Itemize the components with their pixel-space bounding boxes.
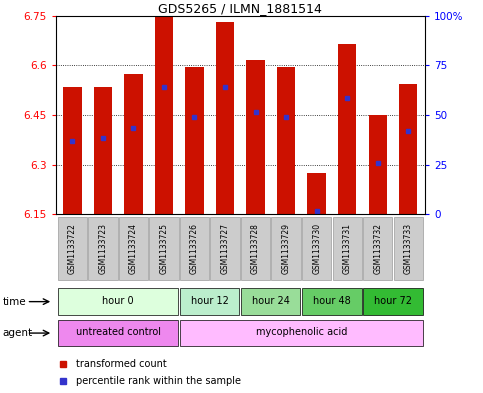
Bar: [308, 173, 326, 214]
Text: GSM1133725: GSM1133725: [159, 223, 169, 274]
Bar: [271, 217, 301, 280]
Text: GSM1133733: GSM1133733: [404, 223, 413, 274]
Bar: [332, 217, 362, 280]
Title: GDS5265 / ILMN_1881514: GDS5265 / ILMN_1881514: [158, 2, 322, 15]
Text: percentile rank within the sample: percentile rank within the sample: [76, 376, 241, 386]
Bar: [302, 288, 361, 315]
Text: mycophenolic acid: mycophenolic acid: [256, 327, 347, 338]
Bar: [363, 288, 423, 315]
Text: GSM1133727: GSM1133727: [221, 223, 229, 274]
Bar: [57, 217, 87, 280]
Bar: [399, 84, 417, 214]
Text: transformed count: transformed count: [76, 358, 167, 369]
Bar: [246, 61, 265, 214]
Bar: [241, 288, 300, 315]
Bar: [155, 16, 173, 214]
Text: GSM1133724: GSM1133724: [129, 223, 138, 274]
Bar: [94, 87, 112, 214]
Text: GSM1133731: GSM1133731: [342, 223, 352, 274]
Bar: [58, 320, 178, 346]
Bar: [63, 87, 82, 214]
Bar: [369, 115, 387, 214]
Bar: [58, 288, 178, 315]
Bar: [241, 217, 270, 280]
Bar: [180, 288, 240, 315]
Text: hour 72: hour 72: [374, 296, 412, 306]
Text: hour 24: hour 24: [252, 296, 290, 306]
Bar: [277, 67, 295, 214]
Text: hour 48: hour 48: [313, 296, 351, 306]
Text: GSM1133730: GSM1133730: [312, 223, 321, 274]
Text: GSM1133729: GSM1133729: [282, 223, 291, 274]
Bar: [149, 217, 179, 280]
Text: hour 12: hour 12: [191, 296, 228, 306]
Text: GSM1133726: GSM1133726: [190, 223, 199, 274]
Text: untreated control: untreated control: [76, 327, 161, 338]
Bar: [124, 73, 142, 214]
Bar: [119, 217, 148, 280]
Text: time: time: [2, 297, 26, 307]
Bar: [185, 67, 204, 214]
Text: GSM1133728: GSM1133728: [251, 223, 260, 274]
Bar: [211, 217, 240, 280]
Bar: [363, 217, 392, 280]
Bar: [216, 22, 234, 214]
Bar: [302, 217, 331, 280]
Text: hour 0: hour 0: [102, 296, 134, 306]
Text: GSM1133722: GSM1133722: [68, 223, 77, 274]
Bar: [180, 217, 209, 280]
Text: GSM1133732: GSM1133732: [373, 223, 382, 274]
Bar: [88, 217, 117, 280]
Text: GSM1133723: GSM1133723: [99, 223, 107, 274]
Bar: [180, 320, 423, 346]
Text: agent: agent: [2, 328, 32, 338]
Bar: [338, 44, 356, 214]
Bar: [394, 217, 423, 280]
